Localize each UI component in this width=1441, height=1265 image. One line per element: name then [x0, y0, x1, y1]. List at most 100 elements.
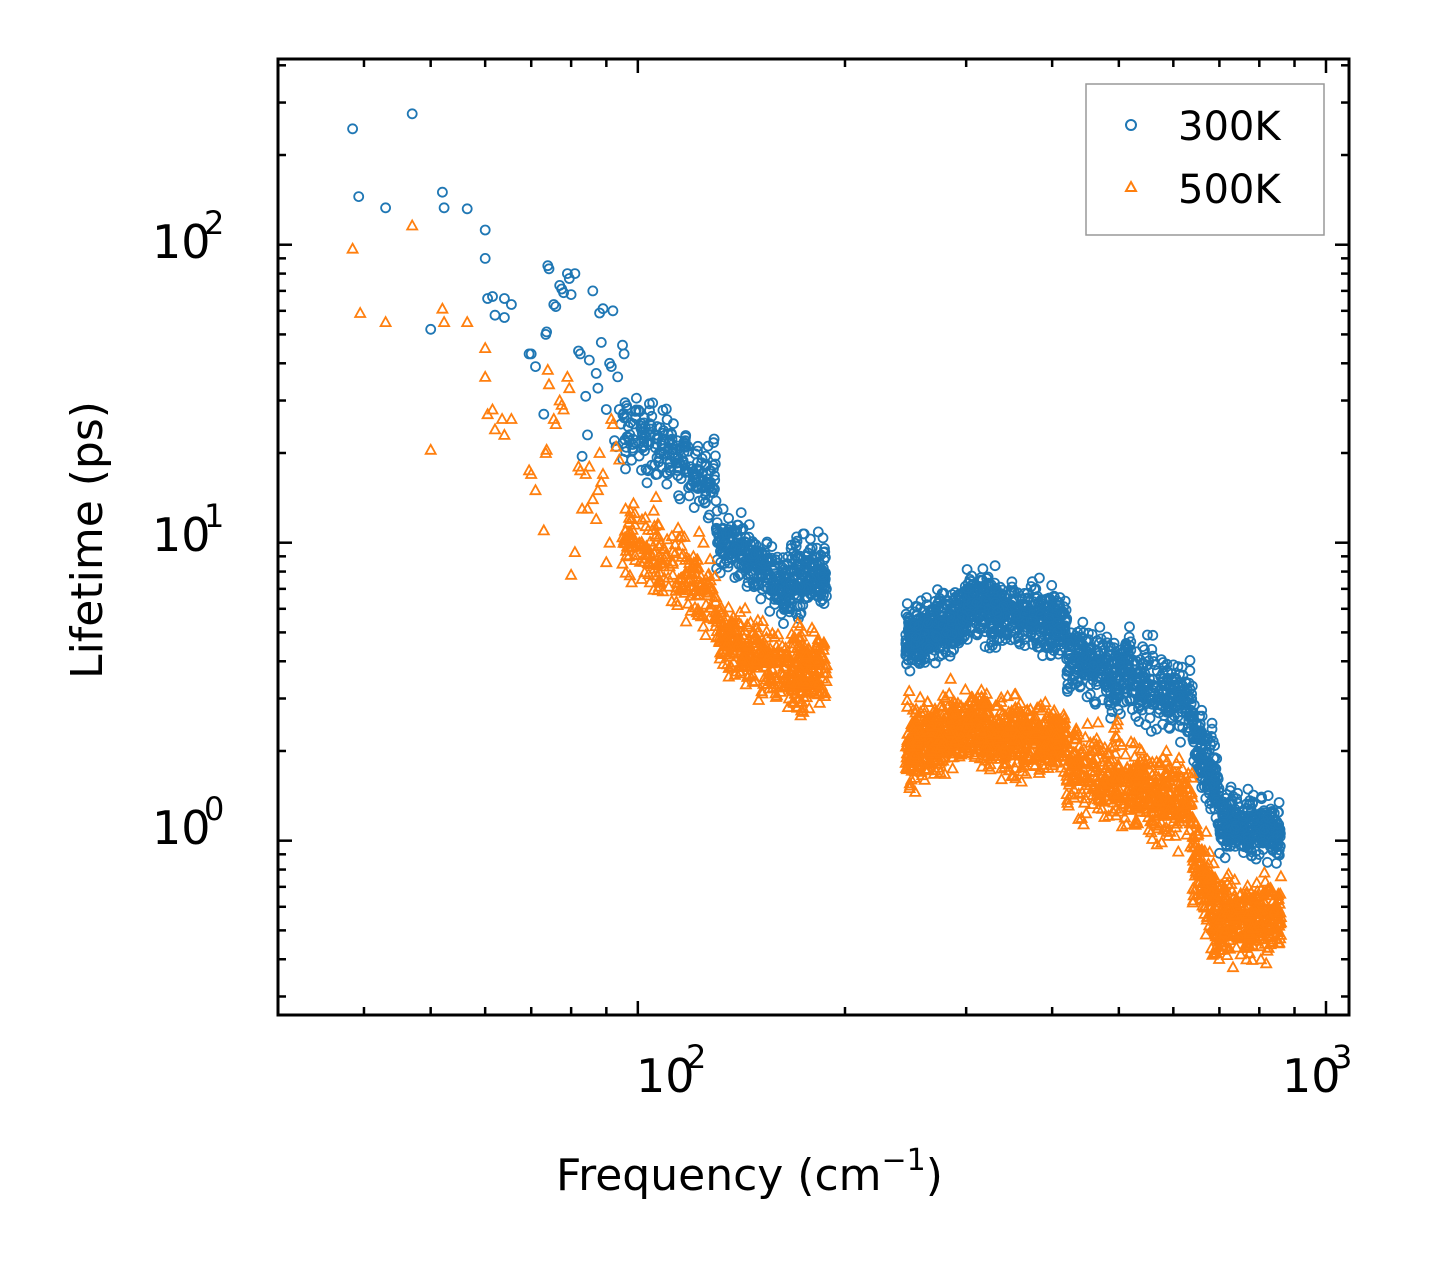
data-point-500k: [794, 640, 808, 652]
data-point-300k: [806, 542, 818, 554]
data-point-300k: [612, 371, 624, 383]
data-point-500k: [1086, 744, 1100, 756]
data-point-300k: [990, 582, 1001, 594]
data-point-300k: [1026, 600, 1038, 612]
data-point-500k: [999, 744, 1013, 756]
data-point-300k: [901, 641, 913, 652]
data-point-500k: [812, 684, 826, 697]
data-point-500k: [1226, 960, 1240, 973]
data-point-500k: [796, 672, 810, 685]
data-point-500k: [666, 556, 680, 569]
data-point-500k: [958, 682, 972, 695]
data-point-300k: [919, 628, 930, 639]
data-point-500k: [1258, 874, 1272, 887]
data-point-500k: [783, 665, 797, 678]
data-point-500k: [932, 726, 946, 739]
data-point-500k: [913, 690, 927, 703]
data-point-500k: [1124, 782, 1138, 795]
data-point-500k: [1038, 695, 1052, 708]
data-point-300k: [966, 580, 978, 592]
data-point-500k: [781, 675, 795, 688]
data-point-300k: [906, 654, 918, 665]
data-point-500k: [703, 552, 717, 565]
data-point-500k: [792, 692, 806, 704]
data-point-300k: [1235, 839, 1246, 851]
data-point-300k: [790, 541, 802, 552]
data-point-500k: [807, 663, 821, 676]
data-point-500k: [736, 660, 750, 672]
data-point-500k: [775, 665, 789, 678]
data-point-300k: [731, 537, 743, 549]
data-point-300k: [1205, 731, 1217, 742]
data-point-300k: [1066, 660, 1078, 671]
data-point-500k: [1159, 744, 1173, 756]
data-point-500k: [1154, 815, 1169, 828]
data-point-300k: [1051, 627, 1063, 638]
data-point-500k: [1145, 832, 1159, 844]
data-point-500k: [934, 738, 948, 750]
data-point-300k: [753, 579, 765, 591]
data-point-300k: [818, 598, 830, 609]
data-point-500k: [759, 638, 773, 651]
data-point-500k: [1161, 803, 1175, 815]
data-point-500k: [902, 684, 916, 696]
data-point-300k: [406, 108, 418, 120]
data-point-500k: [1024, 744, 1038, 756]
data-point-500k: [953, 735, 967, 748]
data-point-500k: [781, 655, 795, 667]
data-point-500k: [726, 610, 740, 622]
data-point-500k: [1011, 728, 1025, 740]
data-point-500k: [1205, 891, 1219, 904]
data-point-300k: [1170, 672, 1182, 684]
data-point-300k: [1273, 849, 1285, 861]
data-point-500k: [647, 503, 661, 516]
data-point-500k: [760, 677, 774, 689]
data-point-500k: [1067, 767, 1081, 780]
data-point-300k: [482, 293, 494, 304]
data-point-500k: [635, 512, 649, 525]
data-point-300k: [548, 299, 560, 310]
data-point-500k: [1204, 900, 1218, 913]
data-point-300k: [986, 618, 998, 629]
data-point-500k: [652, 579, 666, 592]
data-point-300k: [815, 583, 826, 595]
data-point-300k: [438, 202, 450, 214]
data-point-300k: [1110, 694, 1121, 705]
data-point-300k: [1118, 647, 1129, 658]
data-point-500k: [1062, 777, 1076, 790]
data-point-500k: [1073, 745, 1088, 757]
data-point-300k: [743, 519, 755, 530]
data-point-300k: [1159, 679, 1171, 691]
data-point-300k: [1101, 631, 1113, 643]
data-point-500k: [904, 772, 918, 785]
data-point-500k: [775, 638, 789, 651]
data-point-500k: [1005, 719, 1020, 732]
data-point-500k: [817, 651, 832, 664]
data-point-500k: [671, 521, 685, 533]
data-point-300k: [799, 572, 811, 584]
data-point-300k: [989, 560, 1001, 572]
data-point-500k: [1205, 921, 1219, 934]
data-point-500k: [1081, 717, 1095, 729]
data-point-300k: [425, 323, 437, 335]
data-point-500k: [1058, 715, 1072, 728]
data-point-300k: [737, 551, 748, 562]
data-point-300k: [704, 476, 716, 488]
data-point-300k: [1145, 725, 1157, 737]
data-point-300k: [922, 617, 934, 629]
data-point-500k: [1172, 814, 1186, 827]
data-point-500k: [1054, 760, 1068, 773]
data-point-500k: [930, 709, 944, 722]
data-point-300k: [1262, 790, 1274, 801]
data-point-300k: [1273, 844, 1285, 856]
data-point-300k: [817, 532, 829, 544]
data-point-500k: [1144, 789, 1158, 802]
data-point-500k: [694, 569, 708, 582]
data-point-300k: [1133, 697, 1145, 709]
data-point-300k: [1175, 736, 1186, 748]
data-point-500k: [925, 742, 939, 754]
data-point-300k: [1120, 640, 1132, 652]
data-point-500k: [1104, 740, 1118, 753]
data-point-500k: [1061, 765, 1075, 778]
data-point-500k: [1139, 798, 1153, 811]
